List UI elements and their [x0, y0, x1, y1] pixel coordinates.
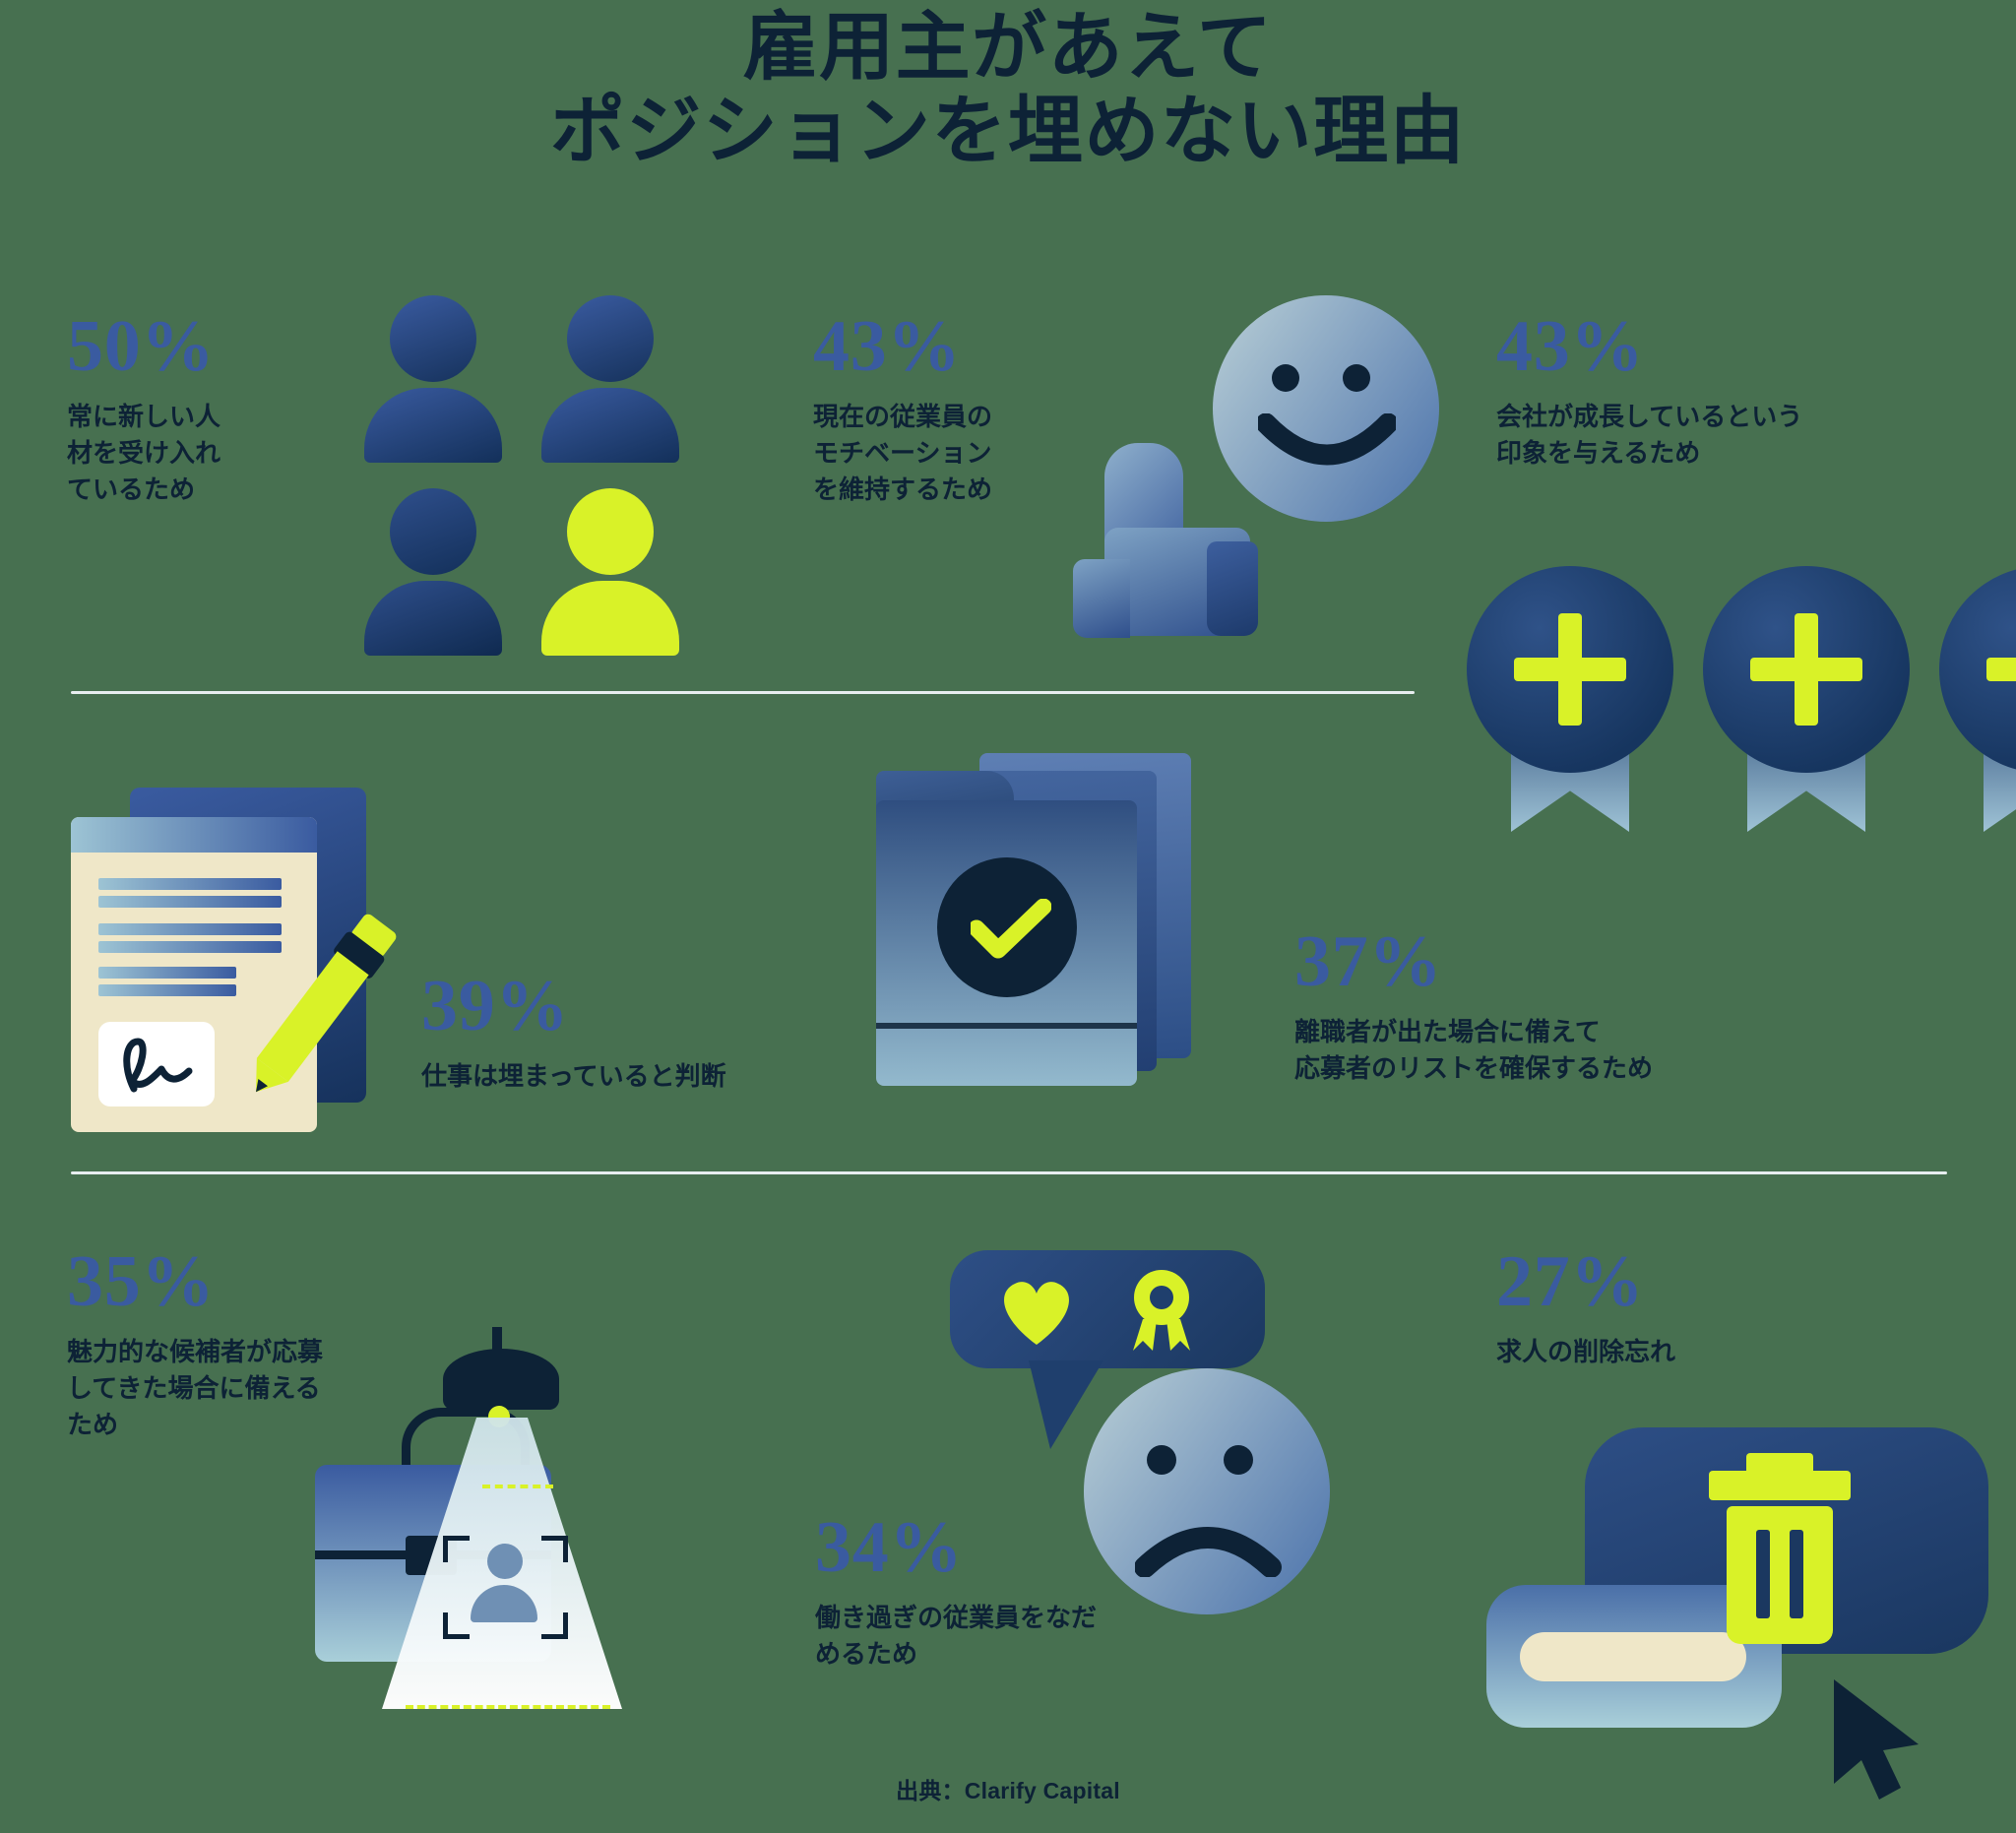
plus-badge-1 — [1467, 566, 1673, 861]
mouse-cursor-icon[interactable] — [1826, 1674, 1934, 1811]
pen-icon — [240, 894, 398, 1116]
stat-percent: 35% — [67, 1241, 216, 1322]
chat-bubble-tail — [1029, 1360, 1103, 1449]
stat-percent: 27% — [1496, 1241, 1645, 1322]
person-figure-1 — [364, 295, 502, 463]
trash-body — [1727, 1506, 1833, 1644]
stat-block-50: 50% 常に新しい人 材を受け入れ ているため — [67, 310, 313, 508]
award-rosette-icon — [1133, 1270, 1190, 1351]
lamp-arm — [492, 1327, 502, 1357]
stat-description: 常に新しい人 材を受け入れ ているため — [67, 402, 221, 504]
person-figure-highlighted — [541, 488, 679, 656]
folder-front — [876, 800, 1137, 1086]
signature-icon — [123, 1038, 193, 1093]
section-divider-2 — [71, 1171, 1947, 1174]
stat-block-39: 39% 仕事は埋まっていると判断 — [421, 970, 894, 1095]
plus-badge-3 — [1939, 566, 2016, 861]
stat-block-43-motivation: 43% 現在の従業員の モチベーション を維持するため — [813, 310, 1069, 508]
stat-description: 魅力的な候補者が応募 してきた場合に備える ため — [67, 1337, 324, 1439]
signed-contract-icon — [71, 778, 398, 1132]
stat-description: 仕事は埋まっていると判断 — [421, 1061, 726, 1091]
smiley-mouth — [1258, 413, 1396, 466]
stat-block-27: 27% 求人の削除忘れ — [1496, 1245, 1929, 1370]
candidate-figure — [471, 1544, 537, 1634]
delete-posting-icon — [1486, 1427, 1998, 1821]
sad-mouth — [1135, 1527, 1282, 1577]
check-circle — [937, 857, 1077, 997]
signature-box — [98, 1022, 215, 1106]
focus-bracket-tl — [443, 1536, 470, 1562]
stat-percent: 34% — [815, 1507, 964, 1588]
chat-bubble — [950, 1250, 1265, 1368]
stat-block-37: 37% 離職者が出た場合に備えて 応募者のリストを確保するため — [1294, 925, 1924, 1087]
stat-percent: 43% — [813, 306, 962, 387]
focus-bracket-br — [541, 1612, 568, 1639]
focus-bracket-bl — [443, 1612, 470, 1639]
stat-block-35: 35% 魅力的な候補者が応募 してきた場合に備える ため — [67, 1245, 461, 1443]
job-card-field — [1520, 1632, 1746, 1681]
lamp-shade-icon — [443, 1349, 559, 1410]
trash-lid — [1709, 1471, 1851, 1500]
focus-bracket-tr — [541, 1536, 568, 1562]
heart-icon — [1004, 1282, 1069, 1345]
plus-badge-2 — [1703, 566, 1910, 861]
person-figure-3 — [364, 488, 502, 656]
thumbs-up-smiley-icon — [1073, 295, 1447, 650]
stat-description: 離職者が出た場合に備えて 応募者のリストを確保するため — [1294, 1017, 1654, 1083]
stat-block-43-growth: 43% 会社が成長しているという 印象を与えるため — [1496, 310, 1959, 472]
title-line-2: ポジションを埋めない理由 — [549, 90, 1467, 174]
trash-handle — [1746, 1453, 1813, 1473]
smiley-eye-left — [1272, 364, 1299, 392]
sad-eye-right — [1224, 1445, 1253, 1475]
sad-face-icon — [1084, 1368, 1330, 1614]
plus-badges-icon — [1467, 566, 2016, 861]
stat-percent: 43% — [1496, 306, 1645, 387]
stat-percent: 37% — [1294, 921, 1443, 1002]
stat-description: 現在の従業員の モチベーション を維持するため — [813, 402, 993, 504]
briefcase-spotlight-icon — [295, 1327, 709, 1762]
document-header-band — [71, 817, 317, 853]
stat-percent: 50% — [67, 306, 216, 387]
person-figure-2 — [541, 295, 679, 463]
thumbs-up-icon — [1073, 443, 1280, 650]
stat-description: 会社が成長しているという 印象を与えるため — [1496, 402, 1803, 468]
page-title: 雇用主があえて ポジションを埋めない理由 — [0, 6, 2016, 173]
chat-sad-face-icon — [950, 1250, 1373, 1624]
people-group-icon — [364, 295, 679, 656]
stat-block-34: 34% 働き過ぎの従業員をなだ めるため — [815, 1511, 1278, 1673]
stat-percent: 39% — [421, 966, 570, 1046]
document-front-sheet — [71, 817, 317, 1132]
folder-check-icon — [876, 753, 1230, 1137]
check-mark-icon — [971, 899, 1051, 959]
title-line-1: 雇用主があえて — [742, 6, 1274, 90]
smiley-eye-right — [1343, 364, 1370, 392]
section-divider-1 — [71, 691, 1415, 694]
stat-description: 求人の削除忘れ — [1496, 1337, 1676, 1366]
smiley-face-icon — [1213, 295, 1439, 522]
stat-description: 働き過ぎの従業員をなだ めるため — [815, 1603, 1098, 1669]
sad-eye-left — [1147, 1445, 1176, 1475]
source-credit: 出典：Clarify Capital — [896, 1778, 1120, 1803]
